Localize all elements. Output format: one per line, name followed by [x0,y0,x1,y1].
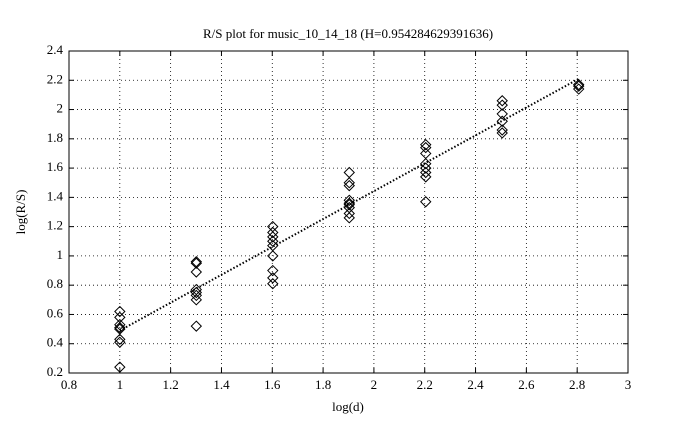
data-point [343,212,355,224]
data-point [190,294,203,306]
y-tick-label: 2.2 [47,71,63,86]
y-axis-label: log(R/S) [13,190,28,235]
data-point [496,99,508,111]
data-point [420,162,432,174]
x-tick-label: 2.8 [569,377,585,392]
x-tick-label: 3 [625,377,632,392]
data-point [267,226,279,239]
y-tick-label: 1.2 [47,218,63,233]
y-tick-label: 1.8 [47,130,63,145]
x-tick-label: 2.6 [518,377,535,392]
data-point [267,264,279,277]
data-point [572,83,585,95]
y-tick-label: 0.6 [47,305,64,320]
data-point [420,138,432,151]
x-axis-label: log(d) [332,399,364,414]
plot-frame [68,50,629,374]
data-point [343,179,355,192]
data-point [190,289,203,302]
data-point [420,196,432,208]
x-tick-label: 1 [117,377,124,392]
data-point [496,124,508,136]
data-point [114,321,126,334]
x-tick-label: 1.8 [315,377,331,392]
data-point [343,207,355,220]
data-point [343,194,355,206]
data-point [420,157,432,170]
data-point [343,177,355,189]
data-point [267,272,279,284]
data-point [190,286,203,299]
x-tick-label: 2.2 [417,377,433,392]
data-point [420,171,432,183]
y-tick-label: 2 [57,101,64,116]
data-point [190,320,203,332]
data-point [114,336,126,348]
data-point [267,231,279,243]
x-tick-label: 2 [371,377,378,392]
x-tick-label: 0.8 [61,377,77,392]
data-point [496,115,508,127]
data-point [190,266,203,278]
data-point [496,108,508,120]
data-point [267,235,279,247]
data-point [420,141,432,154]
data-point [343,198,355,211]
data-point [572,80,585,92]
x-tick-label: 1.6 [264,377,281,392]
y-tick-label: 1.4 [47,188,64,203]
y-tick-label: 1 [57,247,64,262]
y-tick-label: 1.6 [47,159,64,174]
data-point [496,95,508,107]
x-tick-label: 2.4 [467,377,484,392]
data-point [572,78,585,91]
x-tick-label: 1.4 [213,377,230,392]
y-tick-label: 0.2 [47,364,63,379]
y-tick-label: 0.8 [47,276,63,291]
x-tick-label: 1.2 [163,377,179,392]
data-point [190,257,203,269]
chart-title: R/S plot for music_10_14_18 (H=0.9542846… [203,26,493,41]
data-point [496,127,508,139]
data-point [267,278,279,290]
data-point [114,333,126,346]
data-point [114,305,126,318]
y-tick-label: 2.4 [47,42,64,57]
data-point [420,166,432,179]
y-tick-label: 0.4 [47,335,64,350]
data-point [114,361,126,373]
data-point [267,250,279,262]
